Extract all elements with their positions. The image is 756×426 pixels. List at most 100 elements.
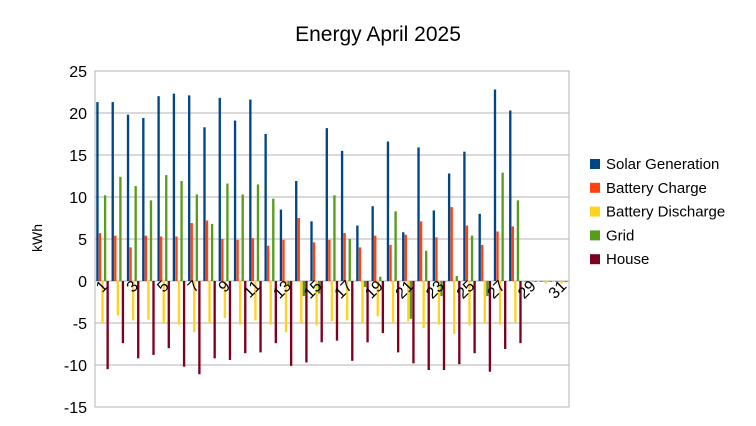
series-house	[106, 281, 568, 375]
series-solar-generation	[96, 89, 558, 282]
bar	[103, 195, 107, 281]
bar	[315, 281, 318, 326]
bar	[267, 245, 270, 281]
bar	[274, 281, 277, 344]
bar	[223, 281, 227, 318]
bar	[282, 239, 285, 281]
bar	[560, 281, 563, 284]
series-battery-charge	[98, 207, 560, 282]
legend-swatch	[590, 182, 600, 193]
series-grid	[103, 172, 565, 319]
bar	[238, 281, 242, 325]
legend-swatch	[590, 230, 600, 241]
bar	[409, 281, 413, 319]
bar	[111, 102, 114, 281]
bar	[529, 281, 532, 284]
y-tick-label: -10	[64, 358, 87, 375]
bar	[320, 281, 323, 343]
bar	[496, 231, 499, 281]
bar	[419, 221, 423, 281]
bar	[463, 151, 466, 281]
bar	[272, 198, 275, 281]
bar	[244, 281, 247, 354]
bar	[228, 281, 232, 360]
bar	[134, 186, 137, 281]
bar	[264, 134, 267, 281]
bar	[486, 281, 489, 297]
bar	[519, 281, 522, 344]
bar	[544, 281, 548, 284]
bar	[455, 275, 458, 281]
bar	[131, 281, 135, 321]
bar	[514, 281, 517, 323]
bar	[96, 102, 99, 281]
bar	[437, 281, 441, 325]
bar	[310, 221, 313, 281]
bar	[483, 281, 486, 324]
legend-entry: Battery Charge	[606, 180, 707, 197]
bar	[330, 281, 334, 322]
bar	[312, 242, 316, 281]
bar	[256, 184, 260, 281]
bar	[317, 281, 321, 294]
bar	[402, 232, 405, 281]
bar	[126, 114, 130, 282]
bar	[190, 223, 193, 281]
bar	[343, 233, 346, 281]
bar	[157, 96, 160, 281]
bar	[162, 281, 165, 323]
plot-border	[94, 70, 570, 408]
bar	[458, 281, 461, 365]
y-tick-label: 15	[69, 148, 87, 165]
bar	[374, 235, 377, 281]
bar	[106, 281, 109, 370]
bar	[481, 244, 484, 281]
bar	[101, 281, 104, 323]
bar	[435, 237, 438, 281]
bar	[524, 281, 527, 282]
bar	[442, 281, 446, 371]
bar	[254, 281, 257, 321]
bar	[493, 89, 497, 281]
y-tick-label: -5	[73, 316, 87, 333]
series-battery-discharge	[101, 281, 563, 334]
bar	[379, 276, 382, 281]
bar	[165, 175, 168, 281]
bar	[422, 281, 425, 329]
bar	[557, 281, 560, 282]
bar	[351, 281, 354, 361]
legend-entry: House	[606, 251, 649, 268]
bar	[147, 281, 150, 320]
bar	[205, 220, 209, 281]
bar	[565, 281, 568, 282]
bar	[394, 211, 397, 281]
bar	[450, 207, 453, 281]
bar	[396, 281, 400, 353]
bar	[279, 209, 283, 281]
bar	[501, 172, 504, 281]
bar	[300, 281, 303, 324]
bar	[542, 281, 545, 282]
bar	[366, 281, 369, 343]
y-tick-label: 20	[69, 106, 87, 123]
bar	[152, 281, 155, 355]
legend-swatch	[590, 159, 600, 169]
bar	[381, 281, 385, 334]
bar	[210, 223, 214, 281]
bar	[137, 281, 140, 359]
legend-entry: Solar Generation	[606, 156, 719, 173]
bar	[305, 281, 308, 363]
bar	[149, 200, 153, 281]
bar	[371, 206, 374, 281]
bar	[193, 281, 196, 333]
bar	[208, 281, 211, 323]
y-tick-label: 5	[78, 232, 87, 249]
bar	[526, 281, 530, 282]
legend-entry: Battery Discharge	[606, 204, 725, 221]
bar	[142, 118, 145, 281]
bar	[549, 281, 553, 282]
bar	[213, 281, 216, 359]
bar	[363, 281, 367, 287]
y-tick-label: -15	[64, 400, 87, 417]
bar	[534, 281, 537, 282]
